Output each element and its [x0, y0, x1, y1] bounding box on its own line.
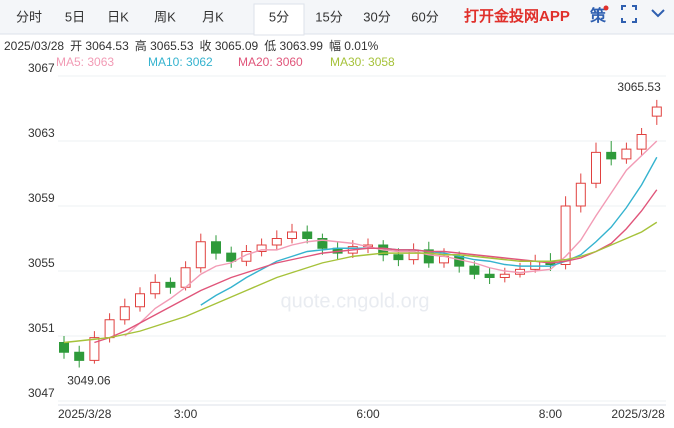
x-tick-label: 3:00: [174, 407, 198, 421]
candle-body: [530, 260, 541, 270]
candle-body: [575, 182, 586, 207]
candle-body: [469, 265, 480, 275]
ma-line: [63, 221, 658, 344]
info-item: 高 3065.53: [135, 38, 194, 53]
badge: [603, 5, 609, 11]
max-label: 3065.53: [617, 80, 661, 94]
ma-line: [124, 140, 658, 337]
info-item: 2025/03/28: [4, 39, 64, 53]
y-tick-label: 3051: [28, 321, 55, 335]
app-link[interactable]: 打开金投网APP: [464, 7, 570, 25]
tabs: 分时 5日 日K 周K 月K 5分 15分 30分 60分: [16, 3, 439, 36]
min-label: 3049.06: [67, 374, 111, 388]
candle-body: [165, 281, 176, 288]
candle-body: [89, 337, 100, 361]
tab[interactable]: 周K: [154, 9, 176, 24]
tab[interactable]: 15分: [315, 9, 342, 24]
candle-body: [119, 306, 130, 321]
candle-body: [651, 106, 662, 117]
fullscreen-icon[interactable]: [621, 5, 637, 23]
candle-body: [256, 244, 267, 252]
watermark: quote.cngold.org: [280, 290, 429, 312]
candle-body: [271, 238, 282, 246]
candle-body: [211, 241, 221, 254]
candle-body: [135, 293, 145, 308]
candle-body: [393, 254, 404, 261]
legend-entry: MA30: 3058: [330, 55, 395, 69]
y-tick-label: 3067: [28, 61, 55, 75]
info-line: 2025/03/28 开 3064.53 高 3065.53 收 3065.09 低 3…: [4, 38, 379, 53]
x-tick-label: 2025/3/28: [58, 407, 112, 421]
ma-line: [94, 189, 658, 344]
x-tick-label: 2025/3/28: [611, 407, 665, 421]
x-tick-label: 8:00: [539, 407, 563, 421]
candle-body: [560, 205, 571, 265]
tab[interactable]: 日K: [107, 9, 129, 24]
legend: MA5: 3063 MA10: 3062 MA20: 3060 MA30: 3058: [56, 55, 395, 69]
y-tick-label: 3055: [28, 256, 55, 270]
tab[interactable]: 分时: [16, 9, 42, 24]
candle-body: [484, 273, 495, 278]
candle-body: [150, 281, 161, 295]
tab-bar: [0, 0, 674, 34]
candle-body: [59, 342, 69, 353]
candle-body: [226, 252, 237, 262]
ma-line: [200, 156, 658, 306]
info-item: 幅 0.01%: [329, 38, 379, 53]
x-tick-label: 6:00: [356, 407, 380, 421]
candle-body: [423, 249, 434, 264]
dropdown-icon[interactable]: [651, 9, 665, 18]
candle-body: [591, 151, 601, 184]
info-item: 收 3065.09: [200, 39, 259, 53]
y-tick-label: 3047: [28, 386, 55, 400]
strategy-button[interactable]: 策: [589, 6, 607, 25]
y-tick-label: 3059: [28, 191, 55, 205]
legend-entry: MA5: 3063: [56, 55, 114, 69]
tab[interactable]: 5日: [65, 9, 85, 24]
candle-body: [606, 151, 617, 160]
tab[interactable]: 月K: [202, 9, 224, 24]
info-item: 低 3063.99: [264, 39, 323, 53]
candle-body: [287, 231, 297, 239]
tab[interactable]: 5分: [269, 9, 289, 24]
candle-body: [499, 273, 510, 278]
candle-body: [195, 241, 206, 269]
y-tick-label: 3063: [28, 126, 55, 140]
plot: 3047 3051 3055 3059 3063 3067 2025/3/28 3:00 6:0…: [28, 61, 666, 421]
candle-body: [302, 231, 313, 239]
candle-body: [317, 238, 328, 249]
tab[interactable]: 60分: [411, 9, 438, 24]
candle-body: [104, 319, 115, 339]
candle-body: [621, 148, 632, 160]
candle-body: [454, 255, 465, 267]
candle-body: [74, 351, 85, 361]
info-item: 开 3064.53: [70, 39, 129, 53]
candle-body: [636, 134, 647, 150]
active-tab: [253, 3, 305, 36]
tab[interactable]: 30分: [363, 9, 390, 24]
legend-entry: MA20: 3060: [238, 55, 303, 69]
legend-entry: MA10: 3062: [148, 55, 213, 69]
